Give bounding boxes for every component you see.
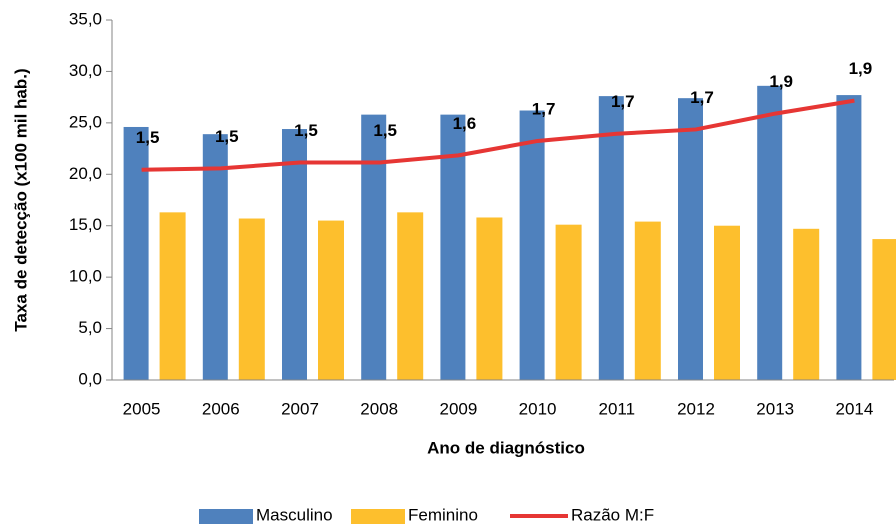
- y-axis-title: Taxa de detecção (x100 mil hab.): [11, 68, 30, 331]
- y-tick-label: 15,0: [69, 215, 102, 234]
- bar: [519, 110, 545, 380]
- y-tick-label: 0,0: [78, 369, 102, 388]
- bar: [238, 218, 265, 380]
- x-tick-label: 2013: [756, 399, 794, 418]
- legend-label: Masculino: [256, 505, 333, 524]
- bar: [397, 212, 424, 380]
- data-label: 1,9: [769, 72, 793, 91]
- data-label: 1,5: [215, 127, 239, 146]
- x-tick-label: 2009: [439, 399, 477, 418]
- legend-swatch: [351, 509, 405, 524]
- legend-label: Razão M:F: [571, 505, 654, 524]
- bar: [361, 114, 387, 380]
- data-label: 1,7: [690, 88, 714, 107]
- y-tick-label: 5,0: [78, 318, 102, 337]
- bar: [159, 212, 186, 380]
- bar: [872, 239, 896, 380]
- x-tick-label: 2011: [599, 399, 636, 418]
- x-tick-label: 2014: [835, 399, 873, 418]
- data-label: 1,7: [532, 99, 556, 118]
- data-label: 1,7: [611, 92, 635, 111]
- bar: [634, 221, 661, 380]
- y-tick-label: 25,0: [69, 112, 102, 131]
- data-label: 1,9: [849, 59, 873, 78]
- y-tick-label: 35,0: [69, 9, 102, 28]
- bar: [793, 228, 820, 380]
- line-series: [141, 98, 855, 172]
- data-label: 1,5: [136, 128, 160, 147]
- bar: [836, 95, 862, 380]
- data-label: 1,5: [373, 121, 397, 140]
- legend-label: Feminino: [408, 505, 478, 524]
- y-tick-label: 10,0: [69, 267, 102, 286]
- bar: [555, 224, 582, 380]
- bar: [714, 225, 740, 380]
- bar: [678, 98, 703, 381]
- bar: [598, 96, 624, 380]
- bar: [282, 129, 307, 380]
- x-tick-label: 2006: [202, 399, 240, 418]
- bar: [202, 134, 228, 380]
- x-tick-label: 2012: [677, 399, 715, 418]
- bar: [476, 217, 503, 380]
- bar: [757, 85, 783, 380]
- x-axis-title: Ano de diagnóstico: [427, 438, 585, 457]
- bar: [123, 126, 149, 380]
- y-tick-label: 20,0: [69, 164, 102, 183]
- x-tick-label: 2005: [123, 399, 161, 418]
- data-label: 1,6: [453, 114, 477, 133]
- bar: [318, 220, 344, 380]
- x-tick-label: 2010: [519, 399, 557, 418]
- x-tick-label: 2008: [360, 399, 398, 418]
- y-tick-label: 30,0: [69, 61, 102, 80]
- bar: [440, 114, 466, 380]
- legend-swatch: [199, 509, 253, 524]
- data-label: 1,5: [294, 121, 318, 140]
- x-tick-label: 2007: [281, 399, 319, 418]
